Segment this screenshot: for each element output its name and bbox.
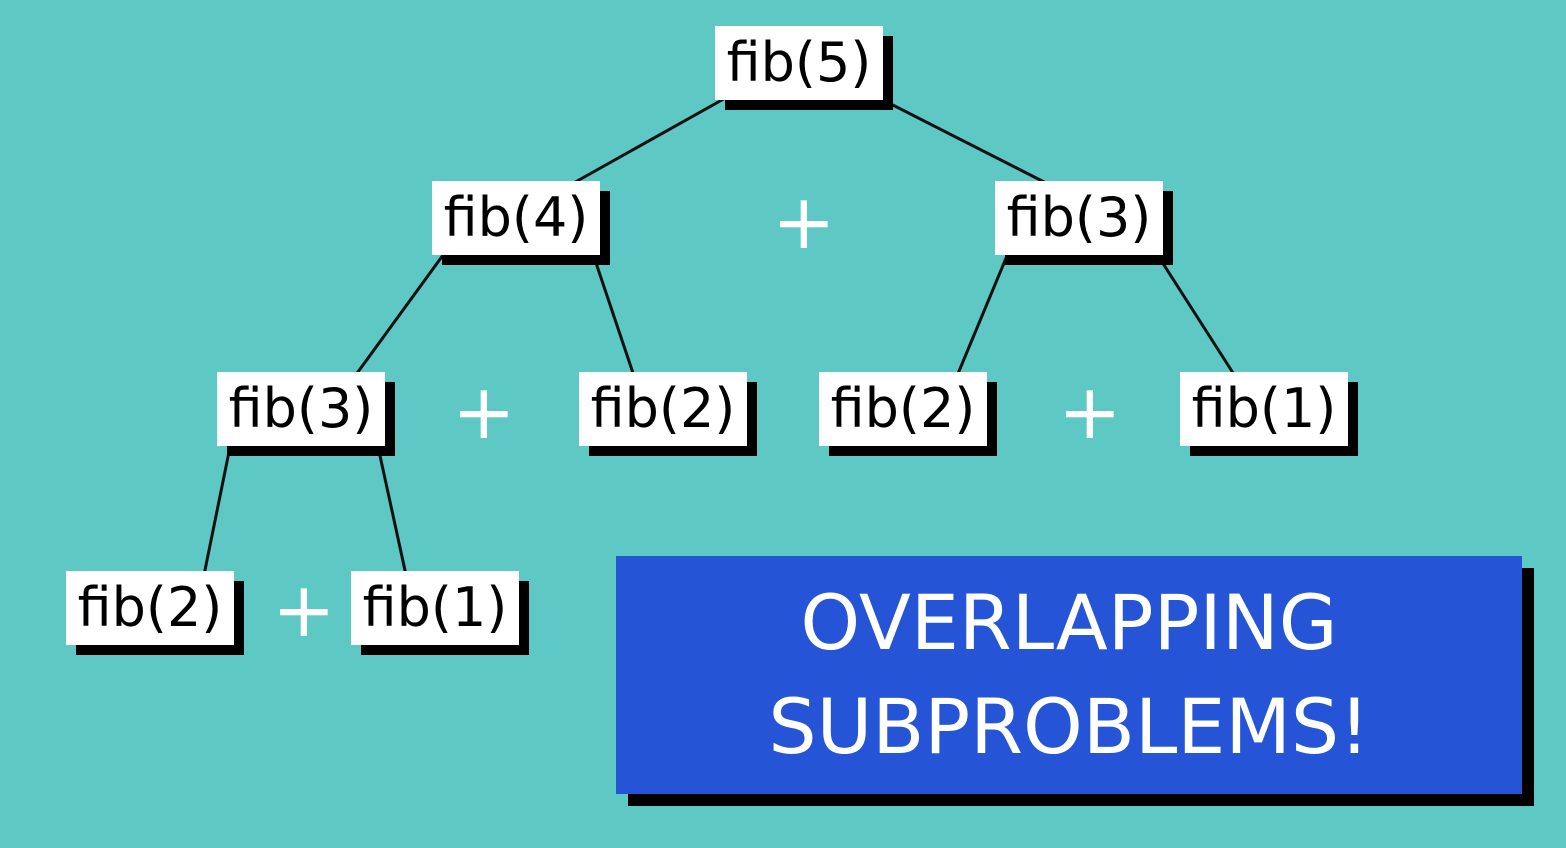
callout-line2: SUBPROBLEMS! [768,682,1370,771]
plus-operator-level3: + [272,565,336,654]
node-fib1-bottom: fib(1) [351,571,519,645]
edge-fib3-left-to-fib2-bottom [202,441,233,576]
edge-fib3-right-to-fib1-right [1153,250,1237,377]
plus-operator-level2-right: + [1058,367,1122,456]
plus-operator-level2-left: + [452,367,516,456]
node-fib3-left: fib(3) [217,372,385,446]
edge-fib4-to-fib2-mid [590,250,636,377]
callout-line1: OVERLAPPING [800,578,1338,667]
node-fib2-right: fib(2) [819,372,987,446]
node-fib5: fib(5) [715,26,883,100]
node-fib4: fib(4) [432,181,600,255]
node-fib1-right: fib(1) [1180,372,1348,446]
overlapping-subproblems-callout: OVERLAPPING SUBPROBLEMS! [616,556,1522,794]
edge-fib3-left-to-fib1-bottom [375,441,408,576]
edge-fib3-right-to-fib2-right [955,250,1011,377]
node-fib3-right: fib(3) [995,181,1163,255]
node-fib2-mid: fib(2) [579,372,747,446]
edge-fib5-to-fib4 [569,94,730,187]
node-fib2-bottom: fib(2) [66,571,234,645]
edge-fib5-to-fib3-right [874,94,1051,187]
plus-operator-level1: + [772,177,836,266]
edge-fib4-to-fib3-left [353,250,448,377]
